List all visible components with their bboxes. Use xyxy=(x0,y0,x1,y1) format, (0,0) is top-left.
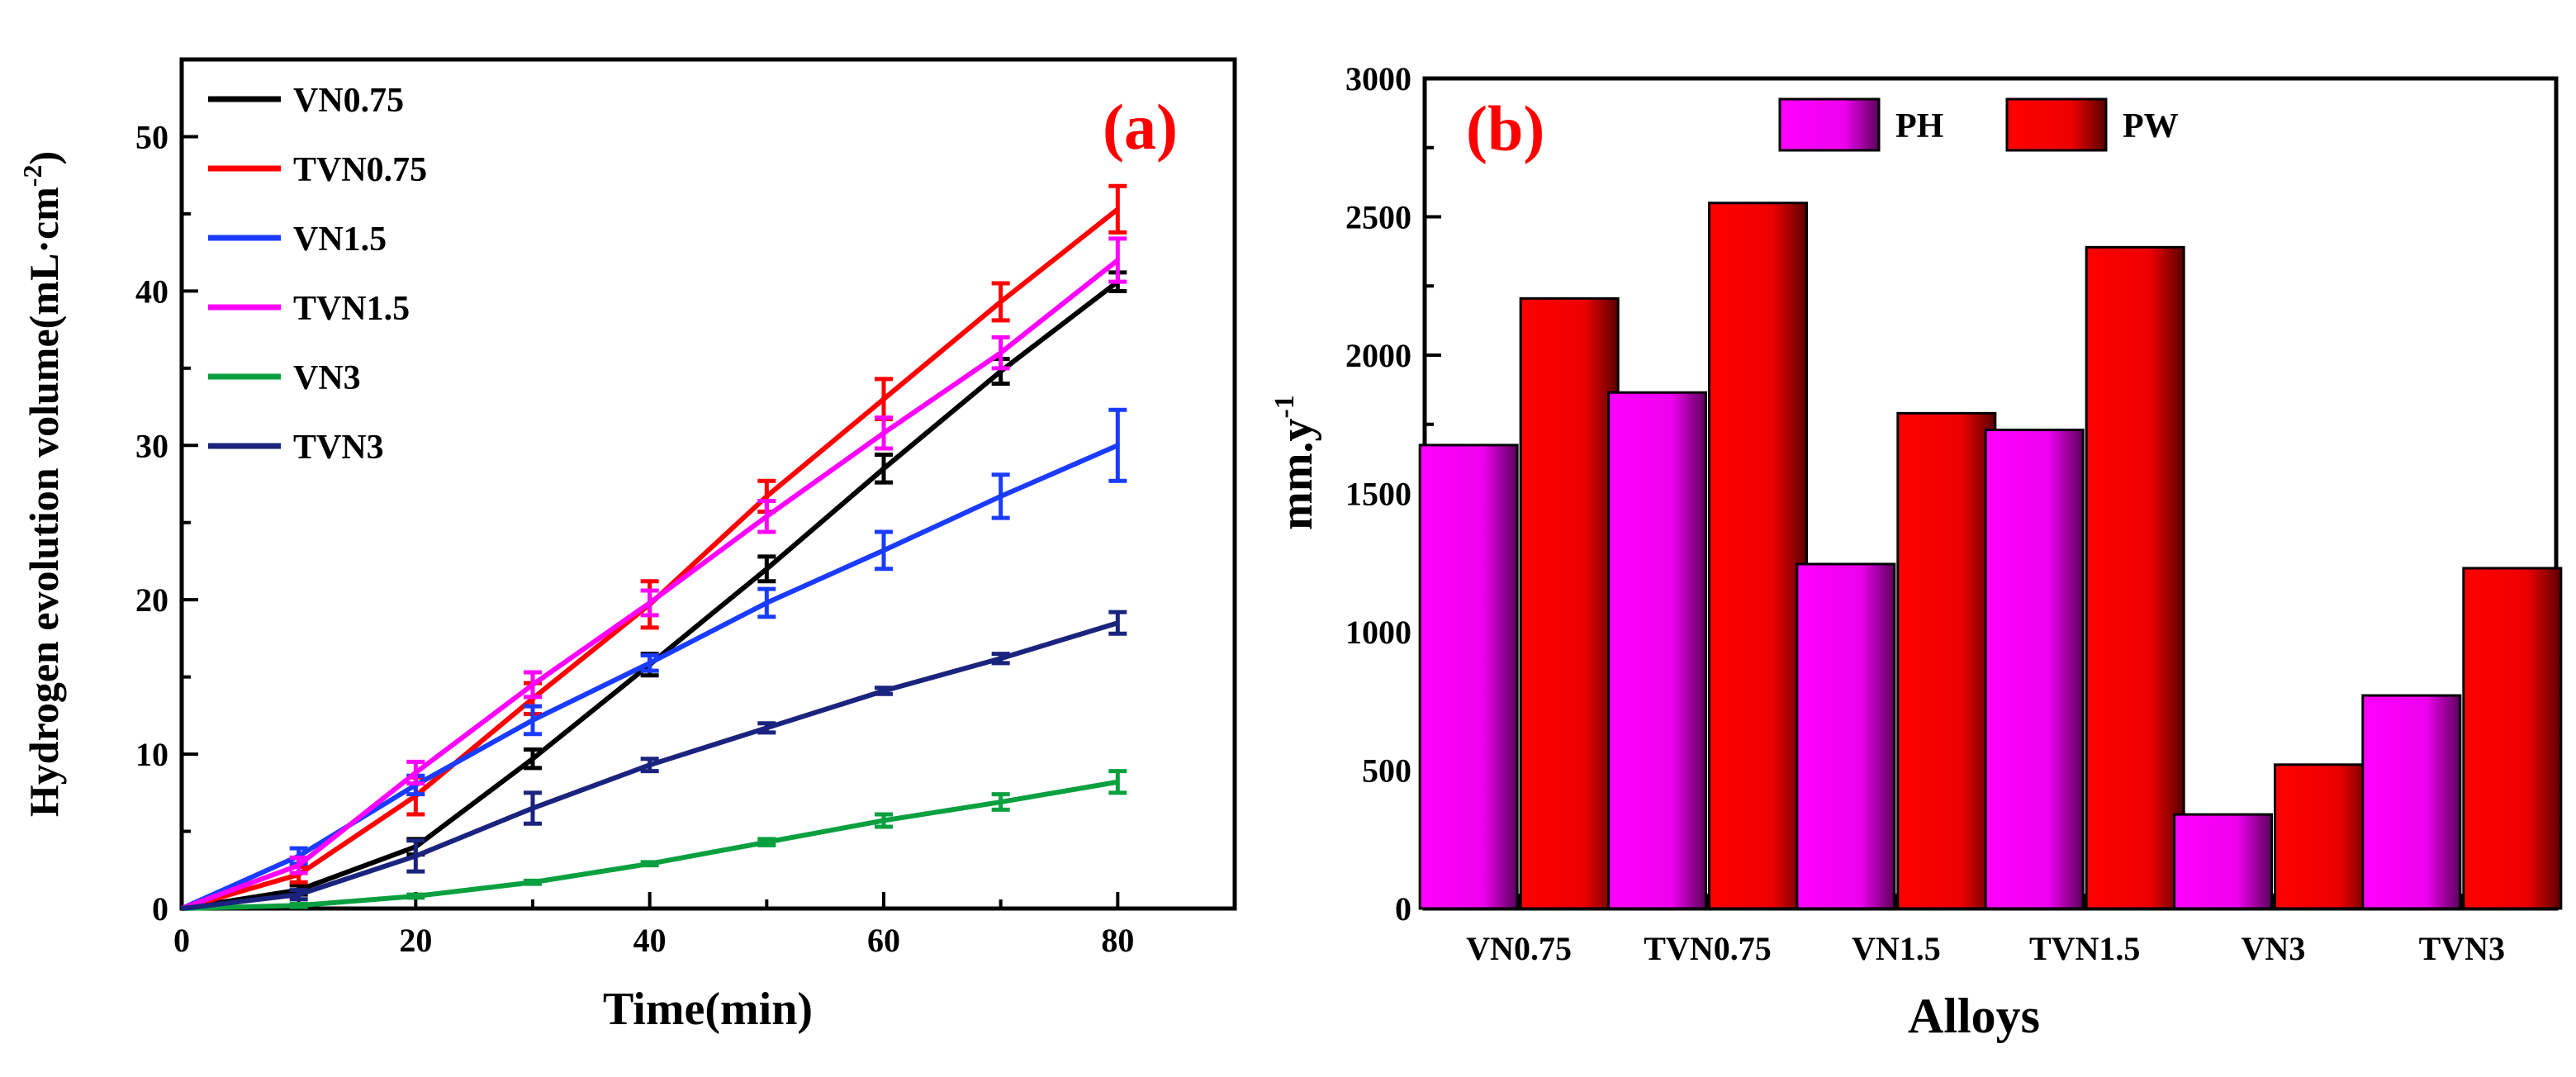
chart-b-y-tick-label: 0 xyxy=(1395,890,1411,928)
legend-label: TVN0.75 xyxy=(293,151,427,189)
chart-b-y-tick-label: 500 xyxy=(1362,752,1411,790)
series-vn3 xyxy=(181,769,1127,911)
chart-b-legend: PH PW xyxy=(1778,97,2179,152)
chart-b-y-tick-label: 1000 xyxy=(1345,614,1411,651)
chart-b-x-axis-label: Alloys xyxy=(1908,989,2040,1043)
chart-b-y-tick-label: 1500 xyxy=(1345,476,1411,513)
chart-b-bars xyxy=(1418,202,2563,910)
chart-a-x-tick-label: 0 xyxy=(173,922,190,959)
chart-b-y-axis-label: mm.y-1 xyxy=(1269,395,1322,530)
chart-a-y-axis-label-main: Hydrogen evolution volume(mL·cm xyxy=(21,187,67,817)
bar-ph-tvn3 xyxy=(2361,694,2462,910)
chart-b-y-tick-label: 2500 xyxy=(1345,199,1411,236)
chart-a-panel-label: (a) xyxy=(1103,91,1178,163)
chart-b-y-axis-label-sup: -1 xyxy=(1269,395,1300,418)
legend-label: PW xyxy=(2123,107,2179,145)
line-chart-panel: 0 20 40 60 80 0 10 20 30 40 50 VN0.75 TVN0.75 VN1.5 T… xyxy=(17,57,1237,1035)
chart-a-y-tick-label: 30 xyxy=(135,427,168,464)
bar-ph-vn1-5 xyxy=(1796,562,1896,910)
legend-label: TVN3 xyxy=(293,429,384,467)
legend-label: VN0.75 xyxy=(293,82,404,120)
series-vn1-5 xyxy=(180,407,1127,911)
chart-a-y-tick-label: 50 xyxy=(135,118,168,155)
chart-a-y-axis-label: Hydrogen evolution volume(mL·cm-2) xyxy=(17,151,67,817)
chart-a-series xyxy=(180,183,1127,911)
chart-a-y-axis-label-close: ) xyxy=(21,151,67,165)
chart-a-x-tick-label: 80 xyxy=(1101,922,1134,959)
bar-pw-tvn3 xyxy=(2462,567,2563,910)
legend-label: VN3 xyxy=(293,359,361,397)
chart-a-y-axis-label-sup: -2 xyxy=(17,165,47,187)
chart-a-x-axis-label: Time(min) xyxy=(603,984,813,1035)
chart-b-panel-label: (b) xyxy=(1466,93,1544,164)
bar-pw-tvn1-5 xyxy=(2085,245,2185,910)
bar-ph-vn3 xyxy=(2173,813,2273,910)
chart-b-x-tick-label: TVN1.5 xyxy=(2029,930,2140,967)
chart-a-y-tick-label: 0 xyxy=(152,890,168,928)
chart-a-y-tick-label: 40 xyxy=(135,273,168,310)
bar-pw-vn3 xyxy=(2274,763,2374,910)
chart-b-x-tick-label: VN1.5 xyxy=(1852,930,1941,967)
bar-ph-tvn0-75 xyxy=(1607,391,1707,910)
chart-b-ticks: 0 500 1000 1500 2000 2500 3000 VN0.75 TVN0.75 VN1… xyxy=(1345,60,2505,967)
chart-b-x-tick-label: TVN3 xyxy=(2419,930,2505,967)
chart-b-y-axis-label-main: mm.y xyxy=(1271,419,1322,530)
chart-b-x-tick-label: TVN0.75 xyxy=(1644,930,1771,967)
chart-a-x-tick-label: 20 xyxy=(399,922,432,959)
chart-b-y-tick-label: 2000 xyxy=(1345,337,1411,374)
legend-swatch xyxy=(2005,97,2108,152)
bar-ph-vn0-75 xyxy=(1418,444,1519,910)
bar-pw-tvn0-75 xyxy=(1708,202,1808,910)
bar-pw-vn1-5 xyxy=(1896,411,1997,910)
legend-label: TVN1.5 xyxy=(293,290,410,328)
series-tvn1-5 xyxy=(180,236,1127,911)
chart-a-ticks: 0 20 40 60 80 0 10 20 30 40 50 xyxy=(135,58,1236,959)
bar-pw-vn0-75 xyxy=(1519,297,1620,910)
chart-b-y-tick-label: 3000 xyxy=(1345,60,1411,97)
chart-a-x-tick-label: 60 xyxy=(867,922,900,959)
legend-label: PH xyxy=(1895,107,1943,145)
bar-chart-panel: 0 500 1000 1500 2000 2500 3000 VN0.75 TVN0.75 VN1… xyxy=(1269,60,2563,1043)
bar-ph-tvn1-5 xyxy=(1984,428,2085,910)
chart-a-x-tick-label: 40 xyxy=(633,922,667,959)
chart-a-y-tick-label: 10 xyxy=(135,736,168,773)
chart-a-y-tick-label: 20 xyxy=(135,581,168,619)
chart-a-plot-frame xyxy=(179,57,1237,911)
series-tvn3 xyxy=(181,610,1127,911)
chart-a-legend: VN0.75 TVN0.75 VN1.5 TVN1.5 VN3 TVN3 xyxy=(208,82,427,467)
legend-swatch xyxy=(1778,97,1881,152)
legend-label: VN1.5 xyxy=(293,221,387,259)
chart-b-x-tick-label: VN0.75 xyxy=(1466,930,1572,967)
chart-b-x-tick-label: VN3 xyxy=(2242,930,2306,967)
